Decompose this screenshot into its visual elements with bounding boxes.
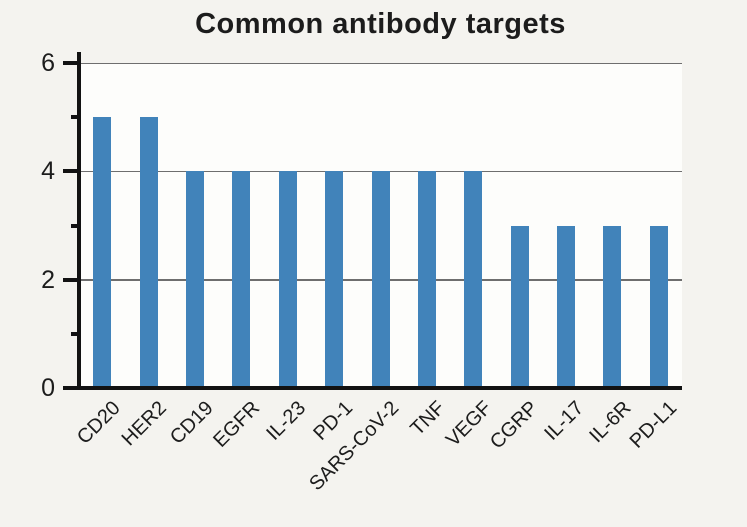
y-tick-major [63,386,81,390]
bar-egfr [232,171,251,389]
bar-cd20 [93,117,112,389]
y-axis-spine [77,52,81,390]
bar-il-6r [603,225,622,389]
x-tick-label: IL-23 [262,397,311,445]
gridline-y-6 [79,62,682,64]
y-tick-minor [71,331,81,336]
x-axis-baseline [77,386,682,390]
x-tick-label: CGRP [485,397,543,454]
bar-vegf [464,171,483,389]
y-tick-label: 2 [41,265,55,294]
y-tick-major [63,169,81,174]
x-tick-label: PD-L1 [625,397,682,453]
y-tick-major [63,277,81,282]
bar-il-17 [557,225,576,389]
x-tick-label: IL-17 [540,397,589,445]
y-tick-label: 6 [41,49,55,77]
bar-cgrp [510,225,529,389]
y-tick-minor [71,223,81,228]
y-tick-major [63,61,81,65]
y-tick-label: 4 [41,157,55,186]
bar-pd-1 [325,171,344,389]
bar-cd19 [185,171,204,389]
y-tick-label: 0 [41,374,55,402]
x-tick-label: CD19 [165,397,218,449]
bar-sars-cov-2 [371,171,390,389]
x-tick-label: VEGF [441,397,496,452]
x-tick-label: EGFR [209,397,264,452]
x-tick-label: CD20 [73,397,125,449]
bar-pd-l1 [649,225,668,389]
bar-her2 [139,117,158,389]
bar-il-23 [278,171,297,389]
bar-tnf [417,171,436,389]
y-tick-minor [71,115,81,120]
x-tick-label: HER2 [117,397,172,451]
chart-title: Common antibody targets [195,8,566,40]
plot-area [79,62,682,389]
